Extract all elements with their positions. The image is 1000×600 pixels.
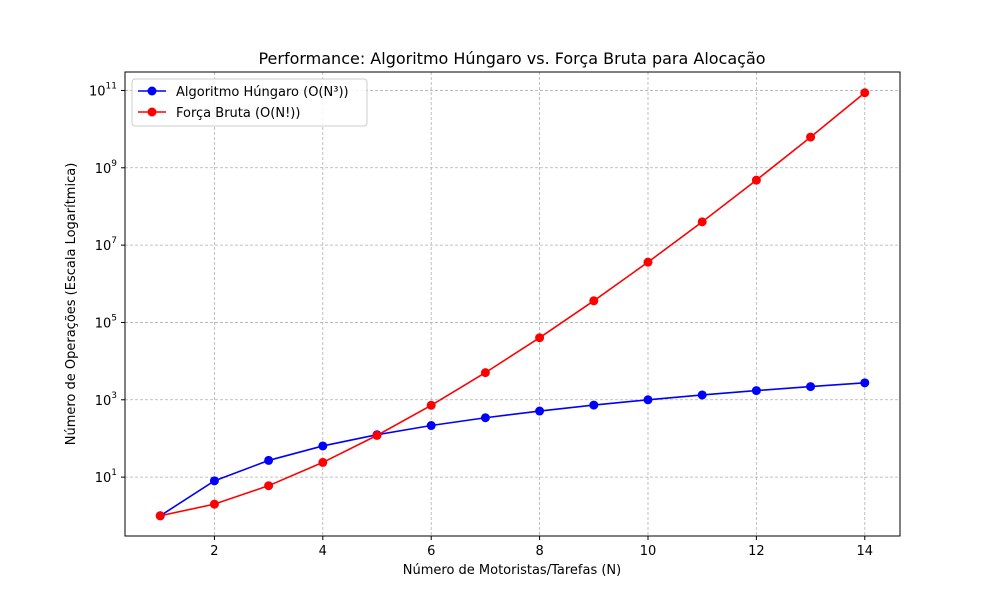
data-point (751, 386, 761, 396)
data-point (589, 296, 599, 306)
legend-marker (147, 86, 157, 96)
chart-title: Performance: Algoritmo Húngaro vs. Força… (258, 49, 765, 68)
data-point (155, 511, 165, 521)
y-tick-label: 107 (95, 236, 117, 254)
x-tick-label: 4 (319, 544, 327, 559)
data-point (860, 88, 870, 98)
data-point (480, 413, 490, 423)
x-tick-label: 6 (427, 544, 435, 559)
series-2 (155, 88, 870, 521)
grid (125, 72, 900, 536)
legend-box (131, 78, 368, 127)
y-axis-label: Número de Operações (Escala Logarítmica) (64, 163, 79, 446)
legend-label: Força Bruta (O(N!)) (176, 106, 300, 121)
x-tick-label: 8 (535, 544, 543, 559)
y-axis-ticks: 101 103 105 107 109 1011 (89, 81, 125, 486)
legend-label: Algoritmo Húngaro (O(N³)) (176, 85, 349, 100)
data-point (426, 421, 436, 431)
data-point (697, 390, 707, 400)
series-line (160, 92, 866, 517)
y-tick-label: 109 (95, 159, 118, 177)
y-tick-label: 105 (95, 313, 117, 331)
data-point (264, 455, 274, 465)
y-tick-label: 101 (95, 468, 117, 486)
data-point (535, 333, 545, 343)
legend-item: Algoritmo Húngaro (O(N³)) (138, 85, 349, 100)
legend-marker (147, 107, 157, 117)
x-tick-label: 10 (640, 544, 657, 559)
y-tick-label: 103 (95, 391, 117, 409)
data-point (209, 499, 219, 509)
data-point (643, 257, 653, 267)
x-axis-ticks: 2 4 6 8 10 12 14 (210, 536, 873, 559)
y-tick-label: 1011 (89, 81, 117, 99)
legend-item: Força Bruta (O(N!)) (138, 106, 300, 121)
data-point (318, 457, 328, 467)
plot-frame (124, 71, 901, 537)
data-point (697, 217, 707, 227)
x-axis-label: Número de Motoristas/Tarefas (N) (403, 563, 621, 578)
x-tick-label: 14 (856, 544, 873, 559)
x-tick-label: 2 (210, 544, 218, 559)
data-point (318, 441, 328, 451)
data-point (643, 395, 653, 405)
data-point (751, 175, 761, 185)
data-point (426, 400, 436, 410)
data-point (806, 132, 816, 142)
data-point (480, 368, 490, 378)
x-tick-label: 12 (748, 544, 765, 559)
series-layer (155, 88, 870, 521)
data-point (589, 400, 599, 410)
data-point (264, 481, 274, 491)
data-point (806, 382, 816, 392)
data-point (860, 378, 870, 388)
series-line (159, 382, 865, 517)
data-point (372, 430, 382, 440)
data-point (535, 406, 545, 416)
data-point (209, 476, 219, 486)
legend: Algoritmo Húngaro (O(N³)) Força Bruta (O(… (131, 78, 368, 127)
